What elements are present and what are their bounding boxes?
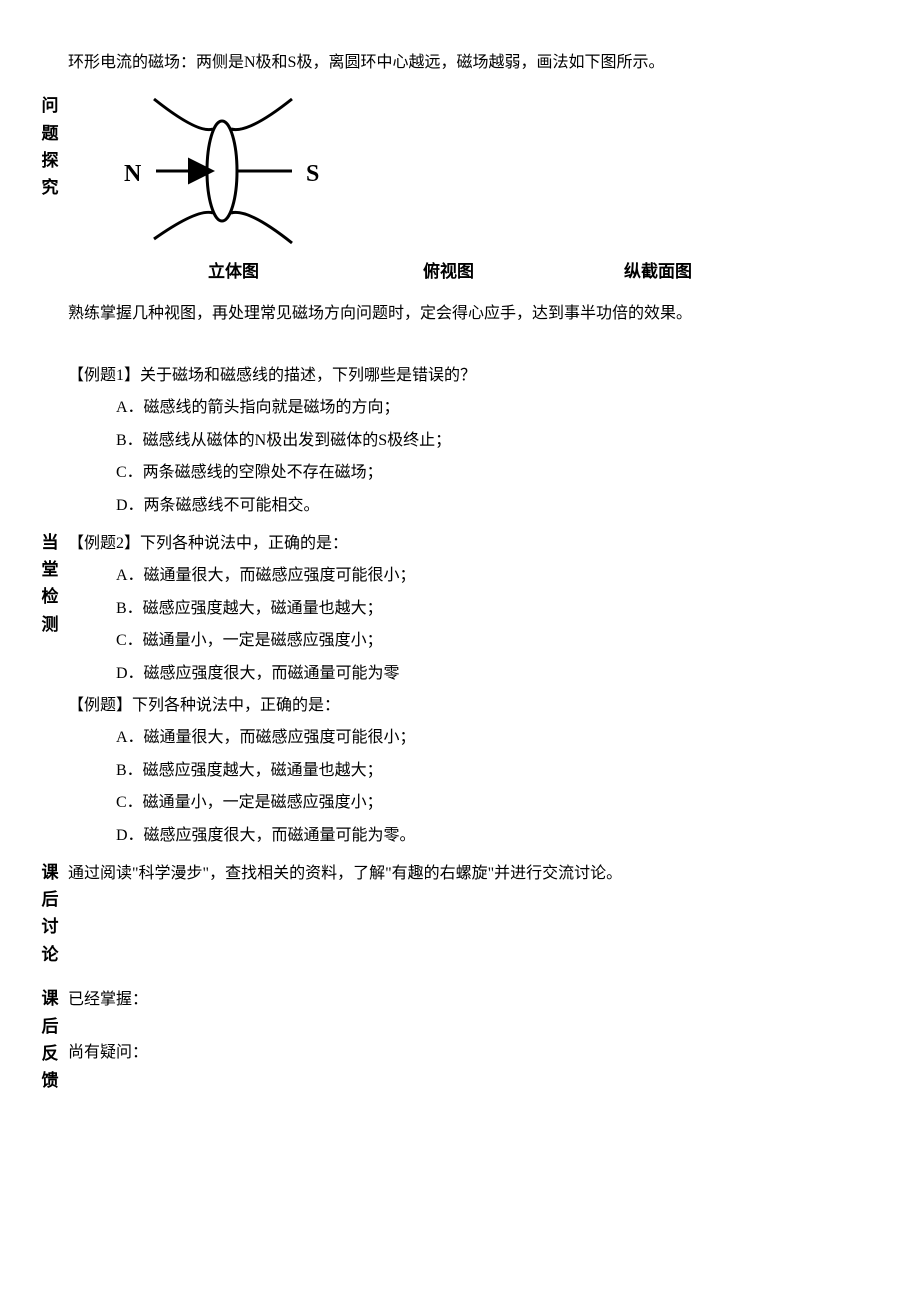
- section-check-label: 当堂检测: [40, 529, 60, 638]
- q3-stem: 【例题】下列各种说法中，正确的是：: [68, 691, 850, 721]
- q1-opt-d: D．两条磁感线不可能相交。: [116, 491, 850, 521]
- fig-label-c: 纵截面图: [624, 256, 692, 288]
- feedback-mastered: 已经掌握：: [68, 985, 850, 1015]
- q2-opt-a: A．磁通量很大，而磁感应强度可能很小；: [116, 561, 850, 591]
- fig-label-a: 立体图: [208, 256, 259, 288]
- intro-text: 环形电流的磁场：两侧是N极和S极，离圆环中心越远，磁场越弱，画法如下图所示。: [68, 48, 850, 78]
- q1-stem: 【例题1】关于磁场和磁感线的描述，下列哪些是错误的？: [68, 361, 850, 391]
- q1-opt-c: C．两条磁感线的空隙处不存在磁场；: [116, 458, 850, 488]
- q3-opt-c: C．磁通量小，一定是磁感应强度小；: [116, 788, 850, 818]
- q2-opt-b: B．磁感应强度越大，磁通量也越大；: [116, 594, 850, 624]
- q2-opt-d: D．磁感应强度很大，而磁通量可能为零: [116, 659, 850, 689]
- ring-current-diagram: N S: [106, 96, 850, 246]
- q1-opt-a: A．磁感线的箭头指向就是磁场的方向；: [116, 393, 850, 423]
- fig-label-b: 俯视图: [423, 256, 474, 288]
- feedback-doubts: 尚有疑问：: [68, 1038, 850, 1068]
- discuss-text: 通过阅读"科学漫步"，查找相关的资料，了解"有趣的右螺旋"并进行交流讨论。: [68, 859, 850, 889]
- q2-stem: 【例题2】下列各种说法中，正确的是：: [68, 529, 850, 559]
- q3-opt-b: B．磁感应强度越大，磁通量也越大；: [116, 756, 850, 786]
- section-feedback-label: 课后反馈: [40, 985, 60, 1094]
- q2-opt-c: C．磁通量小，一定是磁感应强度小；: [116, 626, 850, 656]
- q1-opt-b: B．磁感线从磁体的N极出发到磁体的S极终止；: [116, 426, 850, 456]
- section-inquiry-label: 问题探究: [40, 92, 60, 201]
- q3-opt-d: D．磁感应强度很大，而磁通量可能为零。: [116, 821, 850, 851]
- section-discuss-label: 课后讨论: [40, 859, 60, 968]
- summary-text: 熟练掌握几种视图，再处理常见磁场方向问题时，定会得心应手，达到事半功倍的效果。: [68, 299, 850, 329]
- s-pole-label: S: [306, 161, 319, 187]
- q3-opt-a: A．磁通量很大，而磁感应强度可能很小；: [116, 723, 850, 753]
- n-pole-label: N: [124, 161, 142, 187]
